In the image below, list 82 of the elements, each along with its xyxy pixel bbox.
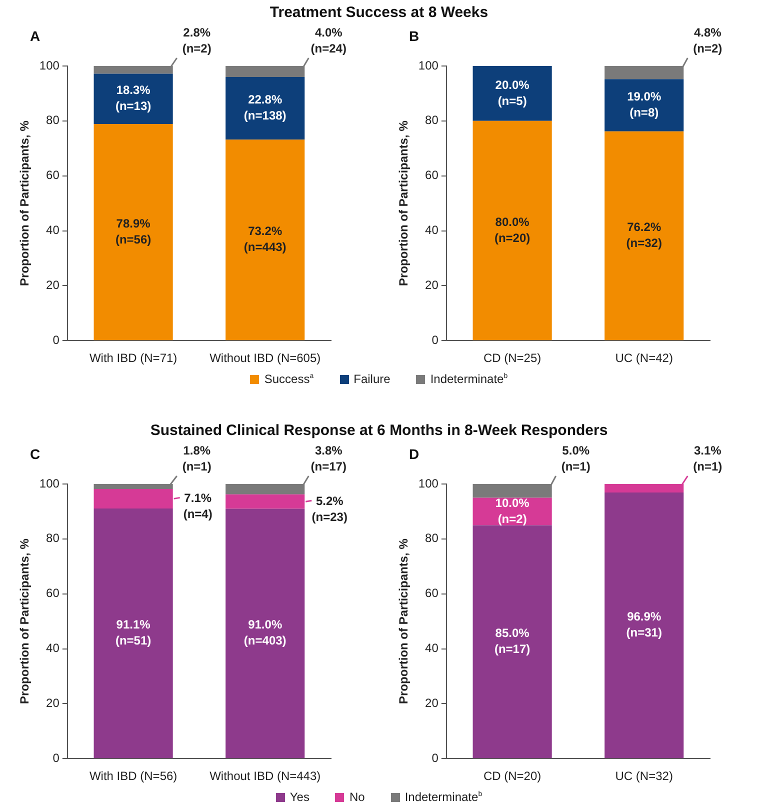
y-tick-label: 20 xyxy=(46,696,60,710)
y-tick-label: 60 xyxy=(46,168,60,182)
bar xyxy=(94,74,173,124)
data-label: 85.0% (n=17) xyxy=(494,626,530,656)
data-label: 2.8% (n=2) xyxy=(182,25,212,56)
bar xyxy=(472,525,552,758)
y-tick-label: 40 xyxy=(46,641,60,656)
y-tick-label: 40 xyxy=(46,223,60,238)
x-tick-label: UC (N=42) xyxy=(615,351,673,366)
data-label: 3.1% (n=1) xyxy=(693,443,722,474)
x-tick-label: UC (N=32) xyxy=(615,769,673,784)
y-tick-label: 20 xyxy=(425,696,439,710)
y-tick-label: 100 xyxy=(39,58,60,72)
x-tick-label: CD (N=20) xyxy=(483,769,542,784)
data-label: 96.9% (n=31) xyxy=(626,610,662,640)
y-tick-label: 20 xyxy=(425,278,439,292)
y-tick-label: 80 xyxy=(425,531,439,546)
data-label: 20.0% (n=5) xyxy=(495,78,530,108)
bar xyxy=(604,492,684,758)
y-tick-label: 0 xyxy=(432,332,439,347)
y-tick-label: 100 xyxy=(39,476,60,490)
data-label: 22.8% (n=138) xyxy=(244,92,286,123)
data-label: 1.8% (n=1) xyxy=(182,443,212,474)
data-label: 4.8% (n=2) xyxy=(693,25,722,56)
y-axis-title: Proportion of Participants, % xyxy=(396,120,411,286)
x-tick-label: CD (N=25) xyxy=(483,351,542,366)
y-tick-label: 60 xyxy=(46,586,60,600)
y-tick-label: 0 xyxy=(52,750,60,765)
bar xyxy=(472,120,552,340)
y-axis-title: Proportion of Participants, % xyxy=(396,538,411,704)
y-tick-label: 100 xyxy=(418,476,439,490)
y-tick-label: 60 xyxy=(425,168,439,182)
x-tick-label: With IBD (N=71) xyxy=(89,351,178,366)
y-axis-title: Proportion of Participants, % xyxy=(18,538,32,704)
x-tick-label: Without IBD (N=443) xyxy=(210,769,321,784)
chart-subtitle: C xyxy=(30,446,40,462)
data-label: 5.2% (n=23) xyxy=(312,494,348,524)
y-axis-title: Proportion of Participants, % xyxy=(18,120,32,286)
data-label: 5.0% (n=1) xyxy=(561,443,590,474)
y-tick-label: 40 xyxy=(425,641,439,656)
text: Sustained Clinical Response at 6 Months in 8-Week Responders xyxy=(149,422,609,439)
legend-label: Indeterminate$^{b}$ xyxy=(429,372,508,386)
y-tick-label: 0 xyxy=(432,750,439,765)
bar xyxy=(226,508,305,758)
y-tick-label: 80 xyxy=(46,113,60,128)
y-tick-label: 0 xyxy=(52,332,60,347)
y-tick-label: 20 xyxy=(46,278,60,292)
x-tick-label: With IBD (N=56) xyxy=(89,769,178,784)
legend-label: No xyxy=(348,790,365,804)
text: Treatment Success at 8 Weeks xyxy=(268,4,490,21)
bar xyxy=(94,508,173,758)
bar xyxy=(94,124,173,340)
legend-label: Success$^{a}$ xyxy=(263,372,314,386)
bar xyxy=(604,79,684,132)
data-label: 4.0% (n=24) xyxy=(310,25,346,56)
data-label: 78.9% (n=56) xyxy=(115,216,152,246)
y-tick-label: 40 xyxy=(425,223,439,238)
y-tick-label: 80 xyxy=(425,113,439,128)
y-tick-label: 60 xyxy=(425,586,439,600)
data-label: 7.1% (n=4) xyxy=(183,491,212,522)
data-label: 18.3% (n=13) xyxy=(115,83,152,114)
data-label: 3.8% (n=17) xyxy=(310,443,346,474)
y-tick-label: 80 xyxy=(46,531,60,546)
y-tick-label: 100 xyxy=(418,58,439,72)
bar xyxy=(226,140,305,340)
data-label: 91.0% (n=403) xyxy=(244,618,286,648)
data-label: 91.1% (n=51) xyxy=(115,618,152,648)
data-label: 76.2% (n=32) xyxy=(626,220,662,250)
data-label: 10.0% (n=2) xyxy=(495,496,530,526)
bar xyxy=(472,66,552,121)
chart-subtitle: A xyxy=(30,28,40,44)
legend-label: Failure xyxy=(352,372,390,386)
data-label: 80.0% (n=20) xyxy=(494,214,530,245)
legend-label: Indeterminate$^{b}$ xyxy=(404,790,482,804)
data-label: 73.2% (n=443) xyxy=(244,224,286,254)
chart-subtitle: D xyxy=(409,446,420,462)
chart-subtitle: B xyxy=(409,28,420,44)
legend-label: Yes xyxy=(288,790,310,804)
bar xyxy=(226,76,305,140)
bar xyxy=(604,131,684,340)
x-tick-label: Without IBD (N=605) xyxy=(210,351,321,366)
data-label: 19.0% (n=8) xyxy=(627,90,662,120)
